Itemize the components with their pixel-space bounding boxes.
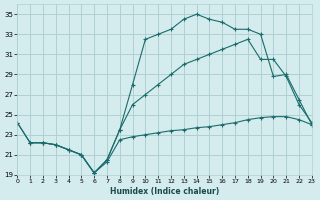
X-axis label: Humidex (Indice chaleur): Humidex (Indice chaleur) <box>110 187 219 196</box>
